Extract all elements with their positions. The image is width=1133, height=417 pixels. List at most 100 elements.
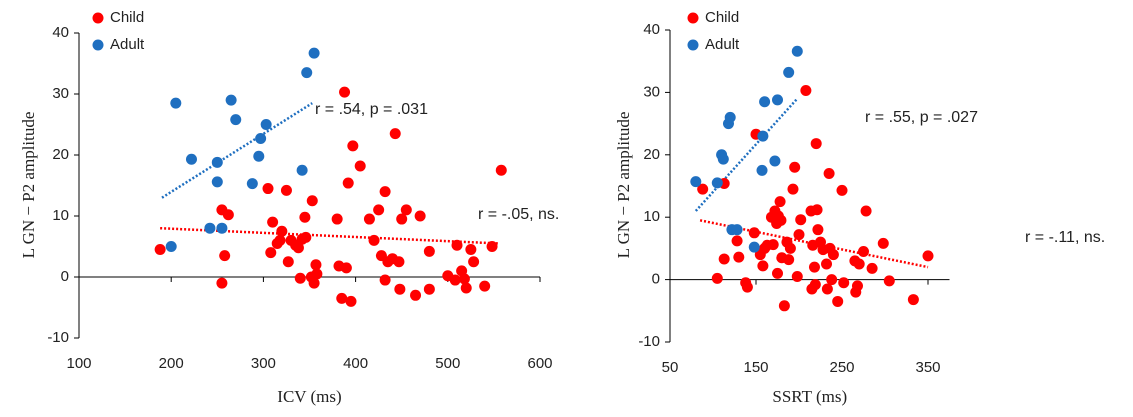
point xyxy=(165,241,177,252)
point xyxy=(451,239,463,251)
point xyxy=(838,277,850,289)
point xyxy=(465,244,477,256)
legend-marker xyxy=(92,39,104,51)
point xyxy=(784,242,796,254)
point xyxy=(809,279,821,291)
point xyxy=(410,289,422,301)
y-axis-title: L GN − P2 amplitude xyxy=(614,112,633,259)
x-tick-label: 150 xyxy=(743,359,768,376)
point xyxy=(267,216,279,228)
annotation: r = .55, p = .027 xyxy=(865,109,978,126)
point xyxy=(774,196,786,208)
point xyxy=(811,204,823,216)
x-tick-label: 200 xyxy=(159,355,184,372)
point xyxy=(345,295,357,307)
y-tick-label: 10 xyxy=(643,208,660,225)
point xyxy=(697,183,709,195)
point xyxy=(280,184,292,196)
annotation: r = -.11, ns. xyxy=(1025,229,1105,246)
point xyxy=(808,261,820,273)
point xyxy=(823,168,835,180)
point xyxy=(858,246,869,258)
point xyxy=(458,273,470,285)
point xyxy=(379,186,391,198)
y-tick-label: 40 xyxy=(52,24,69,41)
point xyxy=(260,119,272,130)
point xyxy=(922,250,934,262)
point xyxy=(791,270,803,282)
point xyxy=(789,161,801,173)
point xyxy=(246,178,258,190)
point xyxy=(783,66,795,78)
point xyxy=(769,155,781,167)
point xyxy=(793,229,805,241)
point xyxy=(748,227,760,239)
point xyxy=(775,214,787,226)
point xyxy=(311,268,323,280)
point xyxy=(860,205,872,217)
point xyxy=(379,274,391,286)
point xyxy=(733,251,745,263)
x-axis-title: ICV (ms) xyxy=(277,387,341,406)
y-tick-label: -10 xyxy=(638,333,660,350)
x-tick-label: 500 xyxy=(435,355,460,372)
point xyxy=(883,275,895,287)
point xyxy=(204,222,216,234)
y-tick-label: 40 xyxy=(643,21,660,38)
point xyxy=(301,67,313,79)
x-tick-label: 350 xyxy=(915,359,940,376)
point xyxy=(339,86,351,98)
y-tick-label: 20 xyxy=(643,146,660,163)
x-tick-label: 250 xyxy=(829,359,854,376)
point xyxy=(310,259,322,271)
annotation: r = .54, p = .031 xyxy=(315,101,428,118)
point xyxy=(460,282,472,294)
point xyxy=(690,176,702,188)
point xyxy=(851,280,863,292)
point xyxy=(282,256,294,268)
point xyxy=(759,96,771,108)
point xyxy=(274,234,286,246)
point xyxy=(836,184,848,196)
point xyxy=(300,231,312,243)
point xyxy=(468,256,480,268)
y-tick-label: 0 xyxy=(652,271,660,288)
point xyxy=(294,272,306,284)
point xyxy=(331,213,343,225)
point xyxy=(211,156,223,168)
point xyxy=(423,245,435,257)
y-tick-label: 0 xyxy=(61,268,69,285)
point xyxy=(170,97,182,109)
point xyxy=(230,114,242,126)
point xyxy=(185,153,197,165)
point xyxy=(308,277,320,289)
point xyxy=(495,164,507,176)
point xyxy=(812,224,824,236)
legend-label: Child xyxy=(705,9,739,26)
point xyxy=(866,262,878,274)
point xyxy=(756,164,768,176)
point xyxy=(154,244,166,256)
point xyxy=(717,153,729,165)
point xyxy=(396,213,408,225)
point xyxy=(731,224,743,236)
point xyxy=(368,234,380,246)
point xyxy=(877,237,889,249)
point xyxy=(783,254,795,266)
point xyxy=(479,280,491,292)
point xyxy=(795,214,807,226)
legend-label: Adult xyxy=(110,36,145,53)
x-tick-label: 100 xyxy=(66,355,91,372)
y-tick-label: 20 xyxy=(52,146,69,163)
point xyxy=(265,247,277,259)
x-axis-title: SSRT (ms) xyxy=(772,387,847,406)
y-tick-label: -10 xyxy=(47,329,69,346)
x-tick-label: 600 xyxy=(527,355,552,372)
point xyxy=(711,177,723,189)
point xyxy=(219,250,231,262)
point xyxy=(718,253,730,265)
point xyxy=(389,128,401,140)
point xyxy=(292,242,304,254)
point xyxy=(832,295,844,307)
